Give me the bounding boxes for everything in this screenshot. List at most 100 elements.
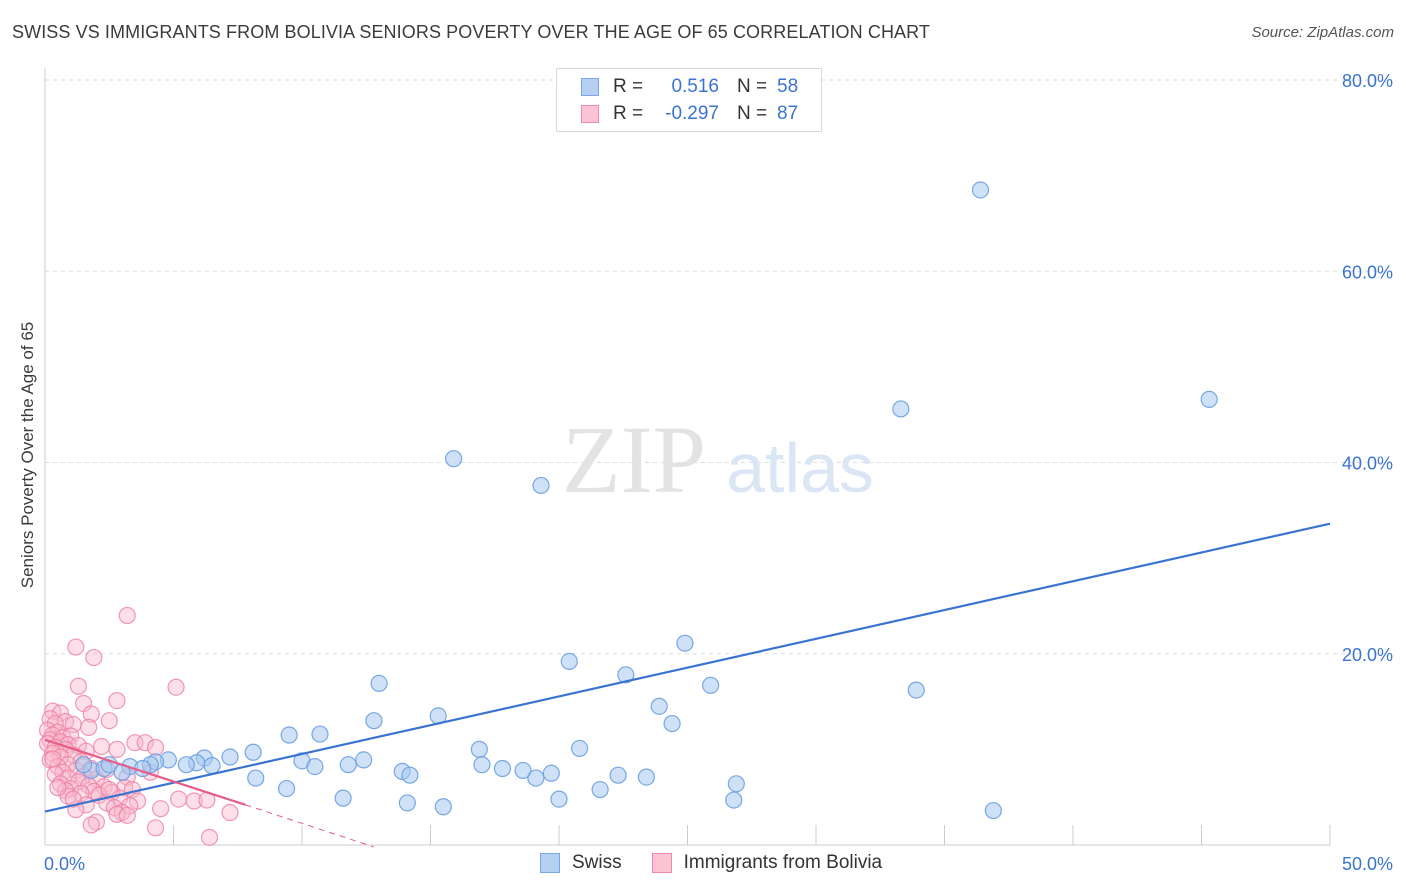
swiss-point xyxy=(676,634,694,652)
legend-label-bolivia: Immigrants from Bolivia xyxy=(683,852,883,873)
bolivia-point xyxy=(44,750,62,768)
watermark-zip: ZIP xyxy=(562,406,706,513)
swiss-point xyxy=(514,761,532,780)
bolivia-point xyxy=(100,712,118,730)
swiss-point xyxy=(493,759,512,778)
swiss-point xyxy=(100,756,118,774)
bolivia-point xyxy=(49,779,67,797)
bolivia-point xyxy=(67,638,85,656)
bolivia-point xyxy=(85,648,103,667)
r-label: R = xyxy=(613,103,644,124)
bolivia-point xyxy=(80,718,98,736)
y-tick-label: 20.0% xyxy=(1342,645,1393,665)
y-tick-label: 60.0% xyxy=(1342,262,1393,282)
bolivia-point xyxy=(170,790,188,808)
swiss-swatch xyxy=(581,78,599,96)
swiss-point xyxy=(398,794,416,812)
swiss-point xyxy=(401,766,419,784)
swiss-point xyxy=(702,676,720,694)
swiss-point xyxy=(74,756,93,774)
swiss-point xyxy=(591,780,609,799)
bolivia-point xyxy=(136,734,154,752)
bolivia-swatch xyxy=(651,853,672,873)
y-tick-label: 40.0% xyxy=(1342,454,1393,474)
n-label: N = xyxy=(737,76,768,97)
bolivia-point xyxy=(167,678,185,696)
swiss-point xyxy=(617,666,635,684)
swiss-point xyxy=(247,769,265,787)
chart-title: SWISS VS IMMIGRANTS FROM BOLIVIA SENIORS… xyxy=(12,22,931,42)
swiss-point xyxy=(365,712,383,730)
legend-row-swiss: R = 0.516 N = 58 xyxy=(581,74,798,100)
bolivia-trend-line xyxy=(245,804,375,848)
swiss-point xyxy=(542,764,560,782)
n-value: 87 xyxy=(777,103,799,124)
bolivia-point xyxy=(152,800,170,818)
bolivia-point xyxy=(221,803,239,822)
swiss-point xyxy=(277,779,296,798)
legend-item-swiss: Swiss xyxy=(540,852,622,874)
swiss-point xyxy=(445,450,463,468)
source-credit: Source: ZipAtlas.com xyxy=(1251,24,1394,41)
bolivia-point xyxy=(146,819,165,837)
swiss-point xyxy=(221,748,239,766)
swiss-point xyxy=(280,726,298,744)
swiss-point xyxy=(311,725,329,743)
bolivia-point xyxy=(200,828,219,846)
swiss-point xyxy=(650,697,668,715)
swiss-point xyxy=(609,766,627,784)
swiss-point xyxy=(244,743,262,761)
x-tick-label: 50.0% xyxy=(1342,854,1393,874)
swiss-point xyxy=(570,739,589,758)
legend-row-bolivia: R = -0.297 N = 87 xyxy=(581,101,798,127)
bolivia-swatch xyxy=(581,105,599,123)
bolivia-point xyxy=(82,705,100,723)
bolivia-point xyxy=(108,740,126,758)
swiss-point xyxy=(306,757,324,776)
swiss-point xyxy=(727,775,745,793)
r-value: 0.516 xyxy=(671,76,719,97)
swiss-trend-line xyxy=(44,522,1331,813)
bolivia-point xyxy=(108,692,126,710)
swiss-point xyxy=(527,769,545,787)
watermark-atlas: atlas xyxy=(726,429,874,507)
n-value: 58 xyxy=(777,76,799,97)
correlation-legend: R = 0.516 N = 58 R = -0.297 N = 87 xyxy=(556,68,822,132)
swiss-point xyxy=(355,751,373,769)
swiss-point xyxy=(725,791,743,809)
swiss-point xyxy=(971,181,990,199)
bolivia-point xyxy=(87,813,106,831)
swiss-point xyxy=(334,789,352,807)
swiss-point xyxy=(1200,390,1218,408)
swiss-point xyxy=(560,652,578,671)
bolivia-point xyxy=(92,737,111,756)
bolivia-point xyxy=(69,677,88,695)
r-label: R = xyxy=(613,76,644,97)
legend-item-bolivia: Immigrants from Bolivia xyxy=(651,852,883,874)
swiss-point xyxy=(663,714,681,733)
swiss-point xyxy=(177,756,195,774)
swiss-point xyxy=(550,790,568,808)
swiss-point xyxy=(434,798,452,816)
swiss-point xyxy=(470,740,488,758)
swiss-point xyxy=(473,756,491,774)
r-value: -0.297 xyxy=(665,103,719,124)
swiss-point xyxy=(370,674,388,692)
swiss-point xyxy=(892,400,910,418)
bolivia-point xyxy=(118,606,136,625)
legend-label-swiss: Swiss xyxy=(572,852,622,873)
y-tick-label: 80.0% xyxy=(1342,71,1393,91)
x-tick-label: 0.0% xyxy=(44,854,85,874)
bolivia-point xyxy=(82,816,100,834)
bolivia-point xyxy=(118,806,136,824)
swiss-point xyxy=(339,756,357,774)
n-label: N = xyxy=(737,103,768,124)
bolivia-point xyxy=(38,721,57,739)
bolivia-trend-line xyxy=(44,738,246,806)
swiss-point xyxy=(203,757,221,775)
bolivia-point xyxy=(51,704,70,722)
bolivia-point xyxy=(185,792,203,810)
series-legend: Swiss Immigrants from Bolivia xyxy=(540,852,912,874)
bolivia-point xyxy=(64,790,82,808)
